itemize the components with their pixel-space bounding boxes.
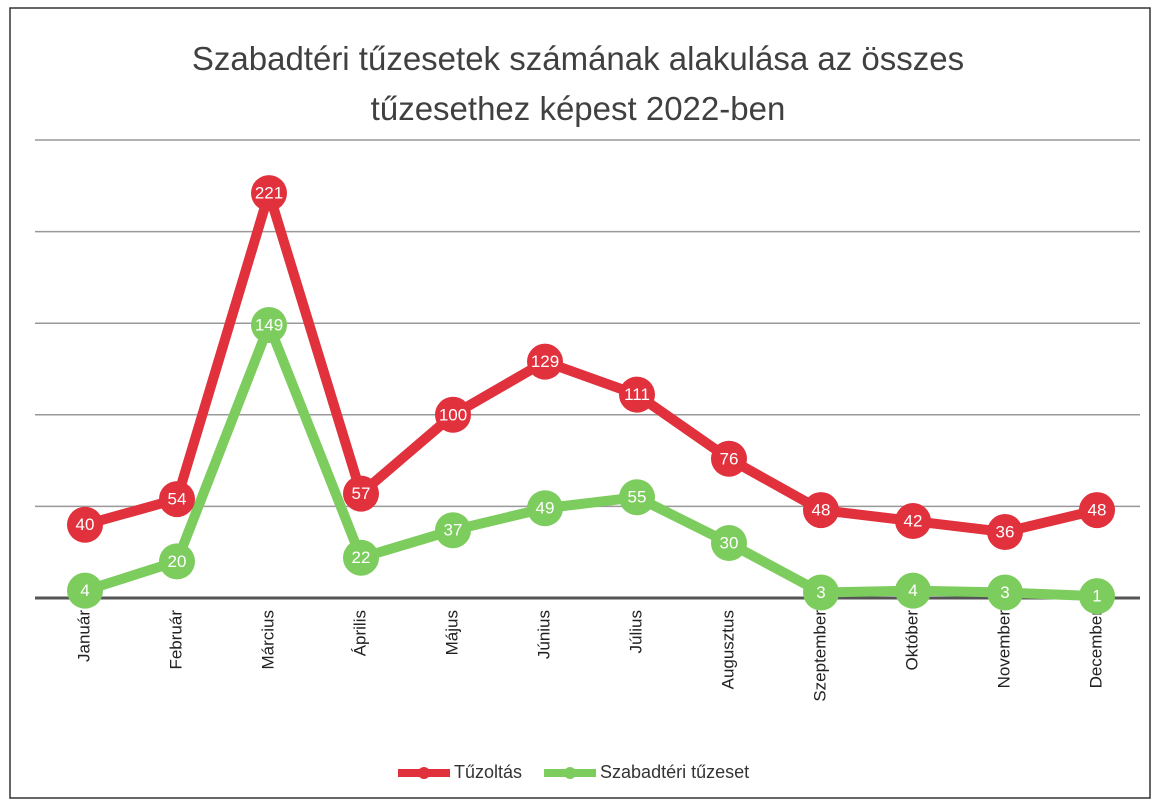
legend-marker bbox=[564, 767, 577, 779]
point bbox=[67, 506, 103, 543]
data-label: 37 bbox=[444, 521, 463, 540]
point bbox=[67, 572, 103, 609]
point bbox=[619, 376, 655, 413]
data-label: 100 bbox=[439, 405, 467, 424]
data-label: 48 bbox=[812, 501, 831, 520]
point bbox=[803, 492, 839, 529]
x-tick-label: Április bbox=[350, 610, 369, 656]
point bbox=[711, 440, 747, 477]
point bbox=[1079, 492, 1115, 529]
data-label: 4 bbox=[80, 581, 89, 600]
data-label: 1 bbox=[1092, 587, 1101, 606]
x-tick-label: Augusztus bbox=[718, 610, 737, 689]
chart-title: Szabadtéri tűzesetek számának alakulása … bbox=[191, 40, 965, 127]
data-label: 55 bbox=[628, 488, 647, 507]
data-label: 76 bbox=[720, 449, 739, 468]
data-label: 40 bbox=[76, 515, 95, 534]
x-tick-label: Szeptember bbox=[810, 610, 829, 702]
data-label: 20 bbox=[168, 552, 187, 571]
point bbox=[527, 343, 563, 380]
x-tick-label: Május bbox=[442, 610, 461, 655]
point bbox=[803, 574, 839, 611]
data-label: 4 bbox=[908, 581, 917, 600]
x-tick-label: Március bbox=[258, 610, 277, 670]
data-label: 30 bbox=[720, 534, 739, 553]
point bbox=[251, 175, 287, 212]
data-label: 36 bbox=[996, 523, 1015, 542]
point bbox=[711, 525, 747, 562]
data-label: 221 bbox=[255, 184, 283, 203]
point bbox=[159, 481, 195, 518]
point bbox=[435, 512, 471, 549]
data-label: 57 bbox=[352, 484, 371, 503]
x-tick-label: Október bbox=[902, 610, 921, 671]
data-label: 3 bbox=[1000, 583, 1009, 602]
point bbox=[1079, 578, 1115, 615]
x-tick-label: December bbox=[1086, 610, 1105, 689]
data-label: 48 bbox=[1088, 501, 1107, 520]
point bbox=[251, 307, 287, 344]
data-label: 129 bbox=[531, 352, 559, 371]
x-tick-label: November bbox=[994, 610, 1013, 689]
frame bbox=[9, 7, 1151, 799]
x-tick-label: Június bbox=[534, 610, 553, 659]
data-label: 111 bbox=[624, 385, 650, 404]
legend-marker bbox=[418, 767, 430, 779]
point bbox=[619, 479, 655, 516]
data-label: 149 bbox=[255, 316, 283, 335]
point bbox=[343, 539, 379, 576]
point bbox=[987, 514, 1023, 551]
series-line bbox=[83, 188, 1099, 538]
data-label: 42 bbox=[904, 512, 923, 531]
point bbox=[895, 503, 931, 540]
series-line bbox=[83, 320, 1098, 602]
x-tick-label: Január bbox=[74, 610, 93, 662]
data-label: 22 bbox=[352, 548, 371, 567]
point bbox=[527, 490, 563, 527]
point bbox=[343, 475, 379, 512]
data-label: 49 bbox=[536, 499, 555, 518]
x-tick-label: Február bbox=[166, 610, 185, 670]
data-label: 54 bbox=[168, 490, 187, 509]
point bbox=[159, 543, 195, 580]
data-label: 3 bbox=[816, 583, 825, 602]
legend-label: Szabadtéri tűzeset bbox=[600, 762, 749, 782]
point bbox=[895, 572, 931, 609]
x-tick-label: Július bbox=[626, 610, 645, 653]
legend-label: Tűzoltás bbox=[454, 762, 522, 782]
point bbox=[435, 396, 471, 433]
point bbox=[987, 574, 1023, 611]
